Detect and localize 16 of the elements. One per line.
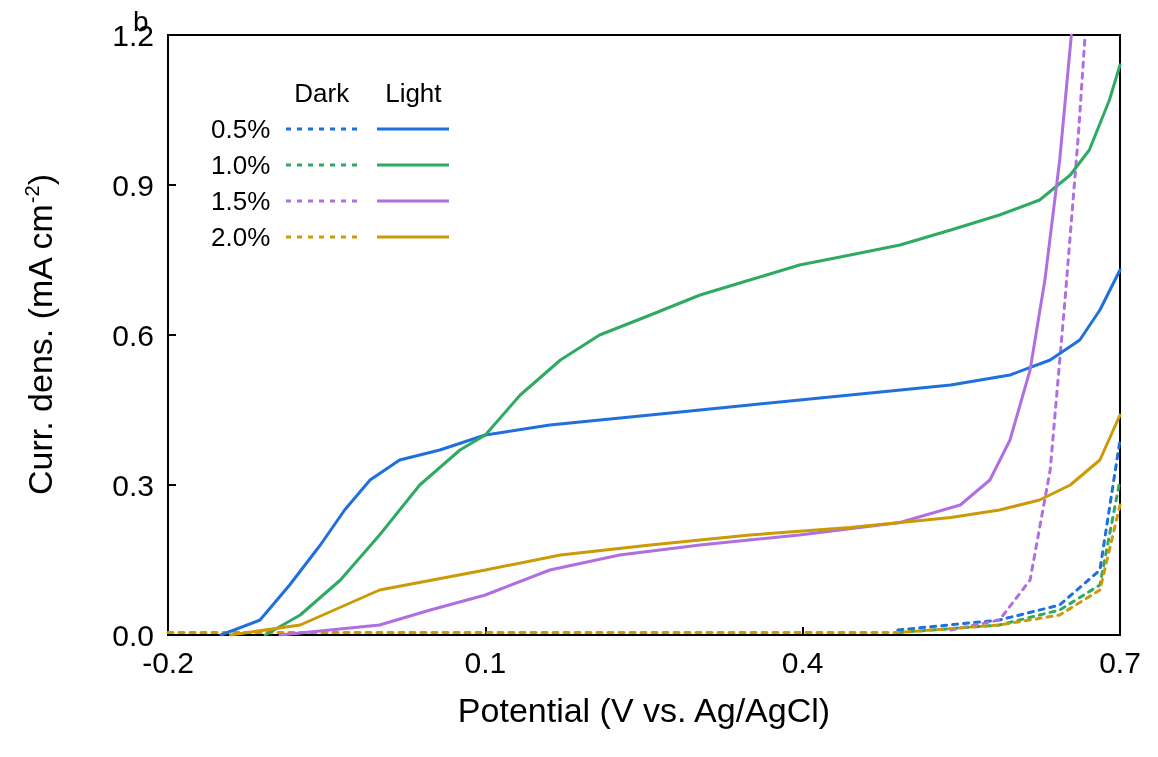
legend-label: 1.5% [210, 184, 272, 218]
legend-label: 1.0% [210, 148, 272, 182]
y-tick-label: 0.6 [112, 318, 154, 352]
legend-label: 0.5% [210, 112, 272, 146]
y-tick-label: 0.9 [112, 168, 154, 202]
legend-label: 2.0% [210, 220, 272, 254]
x-tick-label: 0.4 [781, 645, 824, 679]
annotation: Dark [293, 76, 351, 110]
y-tick-label: 0.3 [112, 468, 154, 502]
line-series [896, 438, 1122, 632]
x-tick-label: 0.7 [1099, 645, 1141, 679]
x-tick-label: 0.1 [464, 645, 507, 679]
x-axis-title: Potential (V vs. Ag/AgCl) [457, 691, 831, 729]
annotation: Light [384, 76, 443, 110]
line-series [219, 268, 1122, 637]
y-axis-title: Curr. dens. (mA cm-2) [21, 174, 59, 496]
